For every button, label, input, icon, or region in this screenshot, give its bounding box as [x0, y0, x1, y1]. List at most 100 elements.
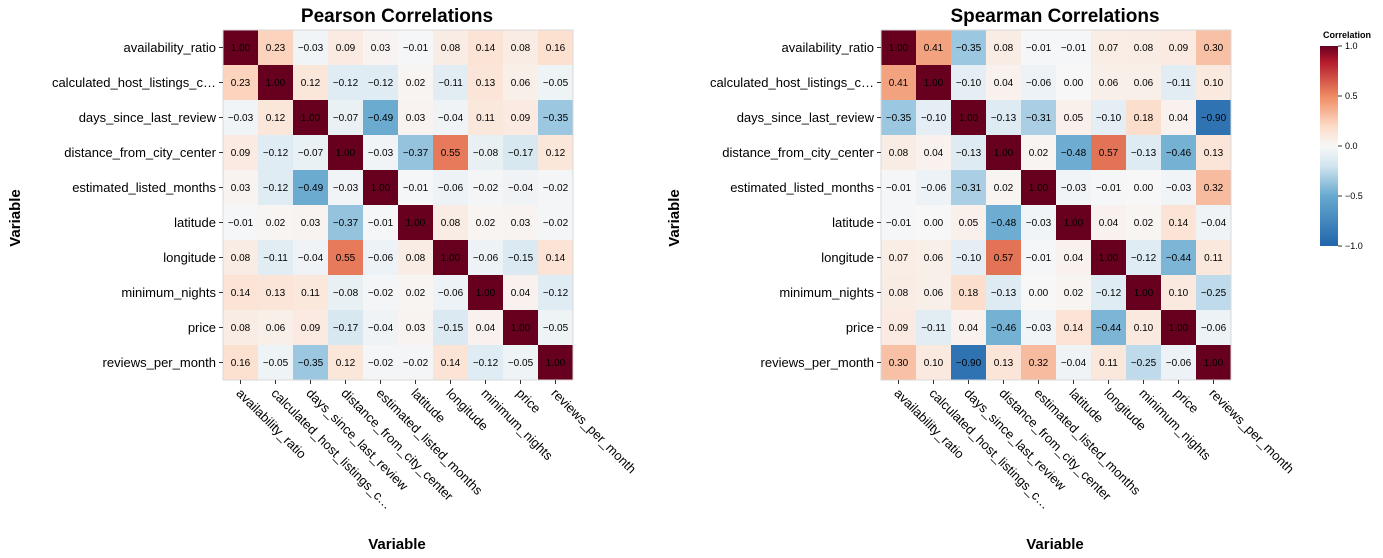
pearson-cell-label-5-2: 0.03 — [301, 218, 321, 229]
spearman-cell-9-6 — [1091, 345, 1127, 381]
spearman-cell-6-2 — [951, 240, 987, 276]
pearson-x-tick-label-9: reviews_per_month — [548, 386, 639, 477]
spearman-cell-5-5 — [1056, 205, 1092, 241]
pearson-cell-label-7-9: −0.12 — [543, 288, 569, 299]
pearson-cell-8-3 — [328, 310, 364, 346]
spearman-cell-label-1-7: 0.06 — [1134, 78, 1154, 89]
pearson-cell-label-5-6: 0.08 — [441, 218, 461, 229]
spearman-cell-label-7-7: 1.00 — [1134, 288, 1154, 299]
pearson-cell-8-9 — [538, 310, 574, 346]
pearson-cell-label-0-9: 0.16 — [546, 43, 566, 54]
colorbar-tick-label-2: 0.0 — [1345, 141, 1358, 151]
pearson-cell-label-0-3: 0.09 — [336, 43, 356, 54]
pearson-cell-1-1 — [258, 65, 294, 101]
pearson-y-tick-label-7: minimum_nights — [121, 285, 216, 300]
spearman-cell-7-8 — [1161, 275, 1197, 311]
spearman-cell-label-5-9: −0.04 — [1201, 218, 1227, 229]
pearson-cell-3-7 — [468, 135, 504, 171]
pearson-cell-6-6 — [433, 240, 469, 276]
spearman-cell-9-5 — [1056, 345, 1092, 381]
pearson-cell-5-1 — [258, 205, 294, 241]
pearson-cell-7-9 — [538, 275, 574, 311]
pearson-x-axis-title: Variable — [368, 536, 426, 553]
spearman-cell-6-6 — [1091, 240, 1127, 276]
spearman-cells: 1.00 0.41 −0.35 0.08 −0.01 −0.01 0.07 0.08 0.09 0… — [880, 29, 1232, 381]
spearman-cell-label-6-3: 0.57 — [994, 253, 1014, 264]
pearson-cell-9-7 — [468, 345, 504, 381]
pearson-cell-label-3-4: −0.03 — [368, 148, 394, 159]
pearson-cell-label-7-8: 0.04 — [511, 288, 531, 299]
pearson-cell-9-1 — [258, 345, 294, 381]
pearson-cell-label-9-3: 0.12 — [336, 358, 356, 369]
spearman-cell-5-8 — [1161, 205, 1197, 241]
pearson-cell-label-6-5: 0.08 — [406, 253, 426, 264]
spearman-cell-label-4-7: 0.00 — [1134, 183, 1154, 194]
pearson-cell-label-1-2: 0.12 — [301, 78, 321, 89]
spearman-cell-1-3 — [986, 65, 1022, 101]
pearson-x-tick-labels: availability_ratiocalculated_host_listin… — [233, 380, 639, 512]
spearman-cell-8-9 — [1196, 310, 1232, 346]
pearson-plot-border — [222, 29, 574, 381]
pearson-cell-label-2-1: 0.12 — [266, 113, 286, 124]
spearman-cell-label-3-3: 1.00 — [994, 148, 1014, 159]
pearson-y-tick-label-2: days_since_last_review — [79, 110, 217, 125]
pearson-cell-label-0-4: 0.03 — [371, 43, 391, 54]
spearman-cell-3-9 — [1196, 135, 1232, 171]
pearson-cell-label-8-3: −0.17 — [333, 323, 359, 334]
spearman-cell-8-8 — [1161, 310, 1197, 346]
spearman-cell-label-4-0: −0.01 — [886, 183, 912, 194]
spearman-cell-label-2-0: −0.35 — [886, 113, 912, 124]
pearson-cell-2-0 — [223, 100, 259, 136]
pearson-cell-4-4 — [363, 170, 399, 206]
pearson-cell-2-9 — [538, 100, 574, 136]
spearman-cell-label-3-2: −0.13 — [956, 148, 982, 159]
spearman-cell-label-3-1: 0.04 — [924, 148, 944, 159]
spearman-cell-0-6 — [1091, 30, 1127, 66]
spearman-cell-1-7 — [1126, 65, 1162, 101]
spearman-x-tick-labels: availability_ratiocalculated_host_listin… — [891, 380, 1297, 512]
pearson-cell-6-4 — [363, 240, 399, 276]
spearman-cell-4-9 — [1196, 170, 1232, 206]
pearson-cell-5-6 — [433, 205, 469, 241]
spearman-cell-label-9-1: 0.10 — [924, 358, 944, 369]
pearson-cell-6-2 — [293, 240, 329, 276]
pearson-cell-2-6 — [433, 100, 469, 136]
spearman-cell-label-0-8: 0.09 — [1169, 43, 1189, 54]
pearson-cell-1-5 — [398, 65, 434, 101]
colorbar-tick-label-3: −0.5 — [1345, 191, 1363, 201]
spearman-cell-2-4 — [1021, 100, 1057, 136]
spearman-cell-0-9 — [1196, 30, 1232, 66]
spearman-cell-label-1-6: 0.06 — [1099, 78, 1119, 89]
pearson-cell-6-3 — [328, 240, 364, 276]
pearson-cell-label-2-6: −0.04 — [438, 113, 464, 124]
spearman-cell-label-1-9: 0.10 — [1204, 78, 1224, 89]
spearman-cell-label-6-2: −0.10 — [956, 253, 982, 264]
pearson-cell-label-4-5: −0.01 — [403, 183, 429, 194]
spearman-cell-0-4 — [1021, 30, 1057, 66]
spearman-cell-4-5 — [1056, 170, 1092, 206]
spearman-cell-label-5-8: 0.14 — [1169, 218, 1189, 229]
spearman-cell-label-4-5: −0.03 — [1061, 183, 1087, 194]
pearson-cell-4-3 — [328, 170, 364, 206]
pearson-cell-label-4-9: −0.02 — [543, 183, 569, 194]
spearman-cell-label-7-0: 0.08 — [889, 288, 909, 299]
spearman-cell-label-2-9: −0.90 — [1201, 113, 1227, 124]
pearson-cell-label-4-3: −0.03 — [333, 183, 359, 194]
spearman-y-tick-labels: availability_ratio calculated_host_listin… — [710, 40, 881, 370]
pearson-cell-label-6-9: 0.14 — [546, 253, 566, 264]
pearson-cell-4-8 — [503, 170, 539, 206]
pearson-cell-label-7-3: −0.08 — [333, 288, 359, 299]
spearman-cell-label-6-1: 0.06 — [924, 253, 944, 264]
pearson-cell-5-5 — [398, 205, 434, 241]
pearson-cell-label-2-5: 0.03 — [406, 113, 426, 124]
spearman-cell-label-8-8: 1.00 — [1169, 323, 1189, 334]
spearman-cell-2-7 — [1126, 100, 1162, 136]
pearson-cell-2-5 — [398, 100, 434, 136]
pearson-cell-label-4-8: −0.04 — [508, 183, 534, 194]
spearman-cell-5-6 — [1091, 205, 1127, 241]
spearman-cell-6-5 — [1056, 240, 1092, 276]
pearson-cell-8-2 — [293, 310, 329, 346]
colorbar-tick-label-1: 0.5 — [1345, 91, 1358, 101]
pearson-cell-7-4 — [363, 275, 399, 311]
pearson-cell-0-7 — [468, 30, 504, 66]
